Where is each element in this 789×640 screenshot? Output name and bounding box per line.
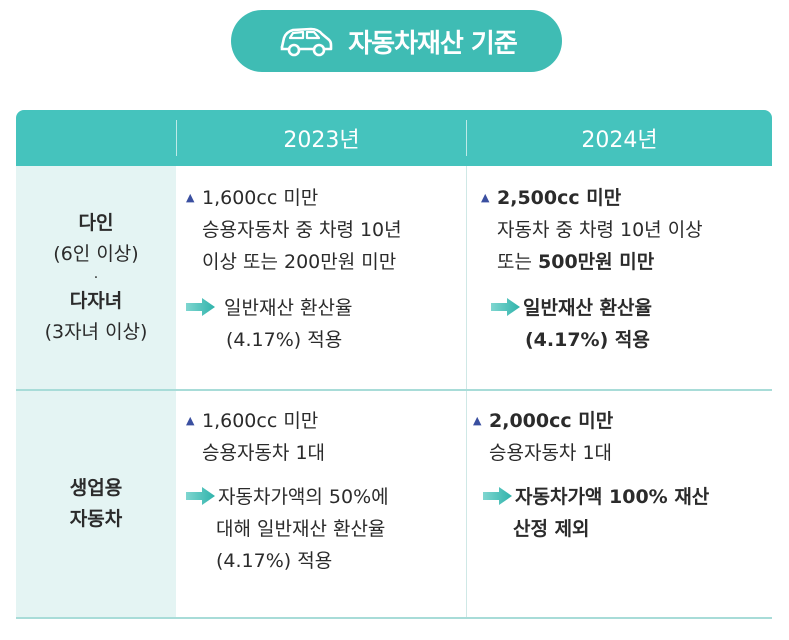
- car-icon: [280, 27, 333, 57]
- table-row: 생업용 자동차 ▲ 1,600cc 미만 승용자동차 1대 자동차가액의 50%에…: [16, 391, 772, 619]
- criteria-block: ▲ 2,500cc 미만 자동차 중 차령 10년 이상 또는 500만원 미만: [481, 182, 703, 278]
- comparison-table: 2023년 2024년 다인 (6인 이상) · 다자녀 (3자녀 이상) ▲ 1…: [16, 110, 772, 619]
- table-row: 다인 (6인 이상) · 다자녀 (3자녀 이상) ▲ 1,600cc 미만 승용…: [16, 166, 772, 391]
- arrow-right-icon: [186, 297, 216, 317]
- header-2023: 2023년: [176, 120, 466, 156]
- triangle-bullet-icon: ▲: [186, 414, 195, 427]
- row-label-multi-person: 다인 (6인 이상) · 다자녀 (3자녀 이상): [16, 166, 176, 389]
- criteria-block: ▲ 2,000cc 미만 승용자동차 1대: [473, 405, 613, 469]
- result-block: 자동차가액의 50%에 대해 일반재산 환산율 (4.17%) 적용: [186, 481, 389, 577]
- arrow-right-icon: [186, 486, 216, 506]
- header-empty-cell: [16, 110, 176, 166]
- cell-2024-multi: ▲ 2,500cc 미만 자동차 중 차령 10년 이상 또는 500만원 미만 …: [467, 166, 772, 389]
- arrow-right-icon: [483, 486, 513, 506]
- banner-title: 자동차재산 기준: [348, 28, 517, 59]
- header-2024: 2024년: [466, 120, 772, 156]
- cell-2023-business: ▲ 1,600cc 미만 승용자동차 1대 자동차가액의 50%에 대해 일반재산…: [176, 391, 467, 617]
- criteria-block: ▲ 1,600cc 미만 승용자동차 중 차령 10년 이상 또는 200만원 미…: [186, 182, 402, 278]
- triangle-bullet-icon: ▲: [186, 191, 195, 204]
- row-label-business-vehicle: 생업용 자동차: [16, 391, 176, 617]
- cell-2023-multi: ▲ 1,600cc 미만 승용자동차 중 차령 10년 이상 또는 200만원 미…: [176, 166, 467, 389]
- result-block: 자동차가액 100% 재산 산정 제외: [483, 481, 709, 545]
- criteria-block: ▲ 1,600cc 미만 승용자동차 1대: [186, 405, 325, 469]
- result-block: 일반재산 환산율 (4.17%) 적용: [491, 292, 652, 356]
- result-block: 일반재산 환산율 (4.17%) 적용: [186, 292, 352, 356]
- table-header: 2023년 2024년: [16, 110, 772, 166]
- triangle-bullet-icon: ▲: [473, 414, 482, 427]
- triangle-bullet-icon: ▲: [481, 191, 490, 204]
- section-title-banner: 자동차재산 기준: [231, 10, 562, 72]
- cell-2024-business: ▲ 2,000cc 미만 승용자동차 1대 자동차가액 100% 재산 산정 제외: [467, 391, 772, 617]
- arrow-right-icon: [491, 297, 521, 317]
